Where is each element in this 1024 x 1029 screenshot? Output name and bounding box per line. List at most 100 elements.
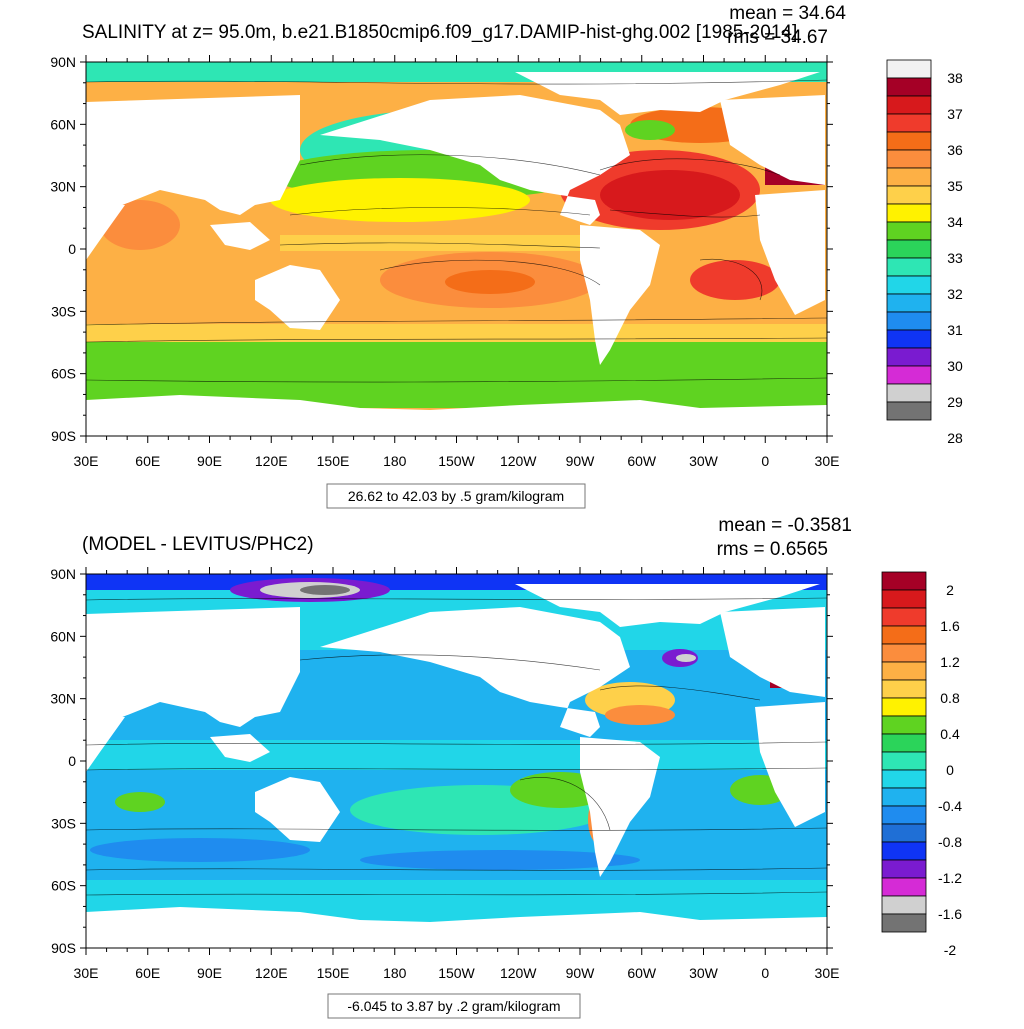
range-label: 26.62 to 42.03 by .5 gram/kilogram	[348, 488, 564, 504]
y-tick-label: 90N	[50, 54, 76, 70]
x-tick-label: 150E	[317, 453, 350, 469]
range-label-box	[326, 483, 586, 509]
axis-ticks: 90N 60N 30N 0 30S 60S 90S 30E 60E 90E 120E 150E 180 1…	[50, 54, 839, 469]
y-tick-label: 60S	[51, 366, 76, 382]
axis-ticks: 90N 60N 30N 0 30S 60S 90S 30E 60E 90E 120E 150E 180 1…	[50, 566, 839, 981]
colorbar-label: 36	[947, 142, 963, 158]
panel-title: SALINITY at z= 95.0m, b.e21.B1850cmip6.f…	[82, 22, 797, 43]
colorbar-segment	[881, 769, 927, 789]
colorbar-segment	[886, 383, 932, 403]
colorbar-label: 30	[947, 358, 963, 374]
y-tick-label: 90S	[51, 428, 76, 444]
colorbar-label: 0.4	[940, 726, 960, 742]
x-tick-label: 60W	[627, 453, 657, 469]
map-field	[86, 574, 827, 948]
colorbar-segment	[886, 329, 932, 349]
x-tick-label: 180	[383, 453, 407, 469]
colorbar-segment	[881, 625, 927, 645]
colorbar-label: 1.2	[940, 654, 960, 670]
stat-mean: mean = -0.3581	[718, 515, 852, 536]
colorbar-segment	[881, 895, 927, 915]
x-tick-label: 90W	[566, 965, 596, 981]
x-tick-label: 120W	[500, 453, 537, 469]
colorbar-segment	[881, 841, 927, 861]
x-tick-label: 150E	[317, 965, 350, 981]
x-tick-label: 30E	[74, 965, 99, 981]
x-tick-label: 60E	[135, 453, 160, 469]
x-tick-label: 120E	[255, 453, 288, 469]
y-tick-label: 30S	[51, 815, 76, 831]
colorbar-segment	[886, 113, 932, 133]
colorbar-label: 28	[947, 430, 963, 446]
colorbar-label: 37	[947, 106, 963, 122]
y-tick-label: 30N	[50, 179, 76, 195]
colorbar-label: -0.4	[938, 798, 962, 814]
colorbar-label: -1.2	[938, 870, 962, 886]
colorbar-label: 2	[946, 582, 954, 598]
y-tick-label: 60N	[50, 116, 76, 132]
y-tick-label: 90N	[50, 566, 76, 582]
colorbar-segment	[886, 149, 932, 169]
colorbar-label: 32	[947, 286, 963, 302]
colorbar-segment	[881, 787, 927, 807]
colorbar-segment	[881, 571, 927, 591]
y-tick-label: 30S	[51, 303, 76, 319]
colorbar-label: -1.6	[938, 906, 962, 922]
colorbar-segment	[886, 221, 932, 241]
colorbar-segment	[881, 913, 927, 933]
x-tick-label: 120W	[500, 965, 537, 981]
colorbar-segment	[886, 257, 932, 277]
y-tick-label: 90S	[51, 940, 76, 956]
colorbar-label: 29	[947, 394, 963, 410]
colorbar-segment	[886, 311, 932, 331]
x-tick-label: 30W	[689, 965, 719, 981]
colorbar-segment	[886, 239, 932, 259]
colorbar-segment	[881, 589, 927, 609]
colorbar-label: -2	[944, 942, 957, 958]
colorbar-segment	[886, 185, 932, 205]
colorbar-segment	[886, 131, 932, 151]
x-tick-label: 90W	[566, 453, 596, 469]
colorbar-label: 0	[946, 762, 954, 778]
colorbar-label: 34	[947, 214, 963, 230]
colorbar-segment	[881, 733, 927, 753]
x-tick-label: 60E	[135, 965, 160, 981]
x-tick-label: 180	[383, 965, 407, 981]
colorbar: 2 1.6 1.2 0.8 0.4 0 -0.4 -0.8 -1.2 -1.6 -2	[881, 571, 962, 958]
x-tick-label: 0	[761, 965, 769, 981]
y-tick-label: 30N	[50, 691, 76, 707]
colorbar-segment	[886, 293, 932, 313]
range-label-box	[327, 993, 581, 1019]
map-field	[86, 62, 827, 436]
colorbar-label: 0.8	[940, 690, 960, 706]
colorbar-segment	[886, 59, 932, 79]
colorbar-label: 33	[947, 250, 963, 266]
panel-difference: (MODEL - LEVITUS/PHC2) mean = -0.3581 rm…	[50, 515, 962, 1019]
colorbar-label: 31	[947, 322, 963, 338]
colorbar-label: 1.6	[940, 618, 960, 634]
colorbar-segment	[881, 661, 927, 681]
panel-salinity: SALINITY at z= 95.0m, b.e21.B1850cmip6.f…	[50, 3, 963, 509]
colorbar-label: 38	[947, 70, 963, 86]
colorbar-label: -0.8	[938, 834, 962, 850]
colorbar-segment	[881, 877, 927, 897]
y-tick-label: 60N	[50, 628, 76, 644]
colorbar-segment	[886, 401, 932, 421]
y-tick-label: 60S	[51, 878, 76, 894]
x-tick-label: 150W	[438, 453, 475, 469]
colorbar-segment	[886, 347, 932, 367]
x-tick-label: 90E	[197, 453, 222, 469]
panel-title: (MODEL - LEVITUS/PHC2)	[82, 534, 314, 555]
x-tick-label: 90E	[197, 965, 222, 981]
stat-rms: rms = 0.6565	[717, 539, 828, 560]
x-tick-label: 30W	[689, 453, 719, 469]
y-tick-label: 0	[68, 753, 76, 769]
colorbar-label: 35	[947, 178, 963, 194]
x-tick-label: 30E	[74, 453, 99, 469]
stat-mean: mean = 34.64	[729, 3, 846, 24]
colorbar-segment	[886, 365, 932, 385]
colorbar-segment	[881, 643, 927, 663]
x-tick-label: 60W	[627, 965, 657, 981]
x-tick-label: 120E	[255, 965, 288, 981]
